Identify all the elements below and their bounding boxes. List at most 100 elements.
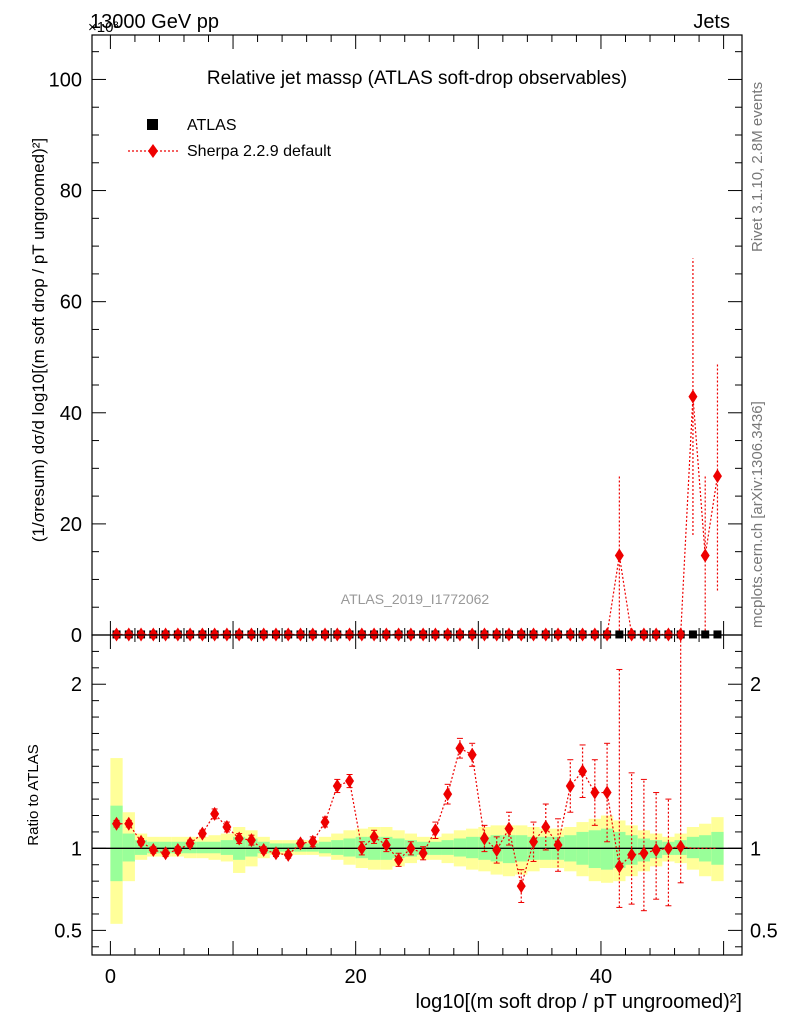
plot-title: Relative jet massρ (ATLAS soft-drop obse… xyxy=(207,68,627,89)
sherpa-point-ratio xyxy=(271,846,281,861)
sherpa-point-ratio xyxy=(332,778,342,793)
sherpa-point-ratio xyxy=(136,834,146,849)
sherpa-point-ratio xyxy=(614,859,624,874)
sherpa-point-ratio xyxy=(173,842,183,857)
sherpa-point-ratio xyxy=(492,842,502,857)
ratio-band-inner xyxy=(245,838,258,857)
ratio-band-inner xyxy=(318,841,332,854)
legend-atlas-label: ATLAS xyxy=(187,117,237,134)
sherpa-point-ratio xyxy=(651,842,661,857)
sherpa-point-ratio xyxy=(185,836,195,851)
ratio-band-inner xyxy=(588,830,601,869)
sherpa-point-ratio xyxy=(663,841,673,856)
ratio-band-inner xyxy=(686,836,700,859)
ratio-band-inner xyxy=(122,833,135,862)
ratio-band-inner xyxy=(466,836,479,859)
sherpa-point-ratio xyxy=(516,879,526,894)
sherpa-point-ratio xyxy=(345,774,355,789)
ratio-band-inner xyxy=(220,840,234,855)
ratio-band-inner xyxy=(331,840,344,855)
y-tick-label-main: 40 xyxy=(60,403,82,425)
sherpa-point-ratio xyxy=(541,820,551,834)
sherpa-point-ratio xyxy=(676,839,686,854)
sherpa-point-ratio xyxy=(406,841,416,856)
y-axis-label-main: (1/σresum) dσ/d log10[(m soft drop / pT … xyxy=(29,138,48,542)
sherpa-point-ratio xyxy=(259,842,269,857)
legend-sherpa-label: Sherpa 2.2.9 default xyxy=(187,143,332,160)
sherpa-line-ratio xyxy=(116,747,718,887)
legend-sherpa-marker xyxy=(148,144,158,158)
sherpa-point-ratio xyxy=(161,846,171,861)
sherpa-point-ratio xyxy=(430,823,440,838)
sherpa-point-ratio xyxy=(565,778,575,793)
main-panel: Relative jet massρ (ATLAS soft-drop obse… xyxy=(49,34,743,647)
sherpa-point-ratio xyxy=(602,785,612,800)
sherpa-point-ratio xyxy=(197,826,207,841)
ratio-band-inner xyxy=(343,838,356,857)
sherpa-point-ratio xyxy=(308,834,318,849)
y-tick-label-ratio-right: 2 xyxy=(750,674,761,696)
sherpa-point-ratio xyxy=(234,831,244,846)
sherpa-point-main xyxy=(700,548,710,563)
y-tick-label-main: 60 xyxy=(60,292,82,314)
sherpa-point-main xyxy=(614,548,624,563)
sherpa-point-ratio xyxy=(320,815,330,830)
y-axis-label-ratio: Ratio to ATLAS xyxy=(25,744,42,845)
y-exponent-label: ×10³ xyxy=(88,19,118,36)
legend-atlas-marker xyxy=(147,119,158,130)
analysis-watermark: ATLAS_2019_I1772062 xyxy=(341,591,490,607)
sherpa-point-ratio xyxy=(553,838,563,853)
y-tick-label-ratio-right: 1 xyxy=(750,838,761,860)
energy-label: 13000 GeV pp xyxy=(90,11,219,33)
sherpa-point-ratio xyxy=(124,816,134,831)
sherpa-point-ratio xyxy=(357,841,367,856)
sherpa-point-ratio xyxy=(443,787,453,802)
sherpa-point-ratio xyxy=(112,816,122,831)
ratio-frame xyxy=(91,634,743,956)
y-tick-label-ratio: 0.5 xyxy=(54,920,82,942)
sherpa-point-ratio xyxy=(418,846,428,861)
x-axis-label: log10[(m soft drop / pT ungroomed)²] xyxy=(416,991,742,1013)
ratio-band-inner xyxy=(282,843,295,852)
sherpa-point-ratio xyxy=(210,806,220,821)
sherpa-point-ratio xyxy=(479,831,489,846)
sherpa-point-ratio xyxy=(381,838,391,853)
y-tick-label-main: 100 xyxy=(49,69,82,91)
sherpa-point-ratio xyxy=(148,842,158,857)
ratio-band-inner xyxy=(600,828,614,870)
mcplots-info-label: mcplots.cern.ch [arXiv:1306.3436] xyxy=(749,401,766,628)
legend: ATLAS Sherpa 2.2.9 default xyxy=(128,117,332,160)
sherpa-point-main xyxy=(688,389,698,404)
y-tick-label-ratio: 2 xyxy=(71,674,82,696)
category-label: Jets xyxy=(693,11,730,33)
ratio-band-inner xyxy=(208,841,221,854)
sherpa-point-ratio xyxy=(283,847,293,862)
ratio-panel: 0 20 40 0.5 0.5 1 1 2 2 xyxy=(54,634,778,988)
x-tick-label: 20 xyxy=(345,966,367,988)
sherpa-point-ratio xyxy=(639,846,649,861)
sherpa-point-ratio xyxy=(369,829,379,844)
y-tick-label-ratio-right: 0.5 xyxy=(750,920,778,942)
sherpa-point-ratio xyxy=(467,747,477,762)
rivet-info-label: Rivet 3.1.10, 2.8M events xyxy=(749,82,766,252)
x-tick-label: 0 xyxy=(105,966,116,988)
sherpa-point-main xyxy=(712,469,722,484)
y-tick-label-main: 80 xyxy=(60,181,82,203)
y-tick-label-main: 0 xyxy=(71,625,82,647)
sherpa-point-ratio xyxy=(504,821,514,836)
x-tick-label: 40 xyxy=(590,966,612,988)
sherpa-point-ratio xyxy=(295,836,305,851)
sherpa-point-ratio xyxy=(590,785,600,800)
ratio-band-inner xyxy=(441,840,454,855)
y-tick-label-ratio: 1 xyxy=(71,838,82,860)
sherpa-point-ratio xyxy=(529,834,539,849)
ratio-band-inner xyxy=(453,838,467,857)
sherpa-point-ratio xyxy=(578,764,588,779)
sherpa-point-ratio xyxy=(455,741,465,756)
y-tick-label-main: 20 xyxy=(60,514,82,536)
sherpa-point-ratio xyxy=(222,820,232,834)
sherpa-point-ratio xyxy=(627,847,637,862)
sherpa-point-ratio xyxy=(246,833,256,848)
sherpa-point-ratio xyxy=(394,852,404,867)
